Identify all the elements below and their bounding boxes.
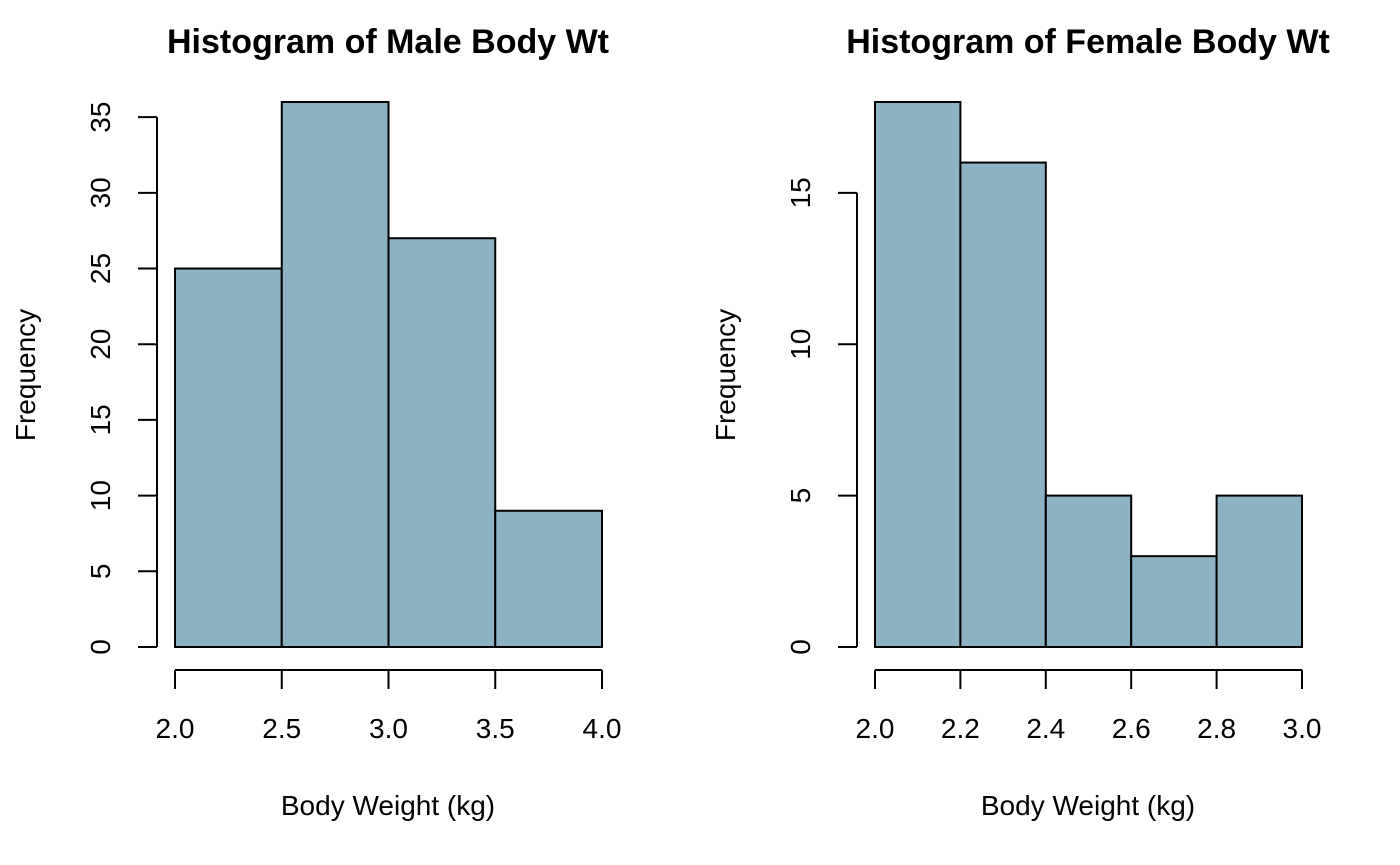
histogram-bar [959,161,1047,649]
histogram-bar [1130,555,1218,649]
y-tick-label: 30 [85,177,116,208]
y-axis-label: Frequency [710,309,741,441]
y-tick-label: 0 [85,639,116,655]
y-axis: 0 5 10 15 [785,177,858,655]
x-tick-label: 2.2 [941,713,980,744]
x-axis-label: Body Weight (kg) [981,790,1195,821]
female-histogram-panel: Histogram of Female Body Wt Body Weight … [710,23,1330,821]
histogram-bar [387,237,497,648]
bars [874,101,1303,649]
x-tick-label: 2.4 [1026,713,1065,744]
histogram-bar [1215,494,1303,648]
histogram-bar [874,101,962,648]
x-tick-label: 3.0 [1283,713,1322,744]
x-tick-label: 2.6 [1112,713,1151,744]
x-tick-label: 3.0 [369,713,408,744]
y-tick-label: 15 [785,177,816,208]
x-tick-label: 3.5 [476,713,515,744]
y-tick-label: 5 [85,564,116,580]
y-tick-label: 5 [785,488,816,504]
x-axis: 2.0 2.2 2.4 2.6 2.8 3.0 [856,669,1322,744]
x-tick-label: 2.8 [1197,713,1236,744]
histogram-bar [280,101,390,648]
male-histogram-panel: Histogram of Male Body Wt Body Weight (k… [10,23,621,821]
y-axis: 0 5 10 15 20 25 30 35 [85,102,158,655]
chart-title: Histogram of Female Body Wt [846,23,1330,61]
x-axis: 2.0 2.5 3.0 3.5 4.0 [156,669,622,744]
y-axis-label: Frequency [10,309,41,441]
y-tick-label: 15 [85,404,116,435]
y-tick-label: 0 [785,639,816,655]
x-axis-label: Body Weight (kg) [281,790,495,821]
x-tick-label: 4.0 [583,713,622,744]
y-tick-label: 35 [85,102,116,133]
x-tick-label: 2.5 [262,713,301,744]
histogram-bar [1044,494,1133,648]
y-tick-label: 25 [85,253,116,284]
y-tick-label: 10 [85,480,116,511]
bars [174,101,603,648]
histogram-bar [174,267,283,648]
x-tick-label: 2.0 [856,713,895,744]
histogram-bar [494,509,603,648]
x-tick-label: 2.0 [156,713,195,744]
y-tick-label: 20 [85,329,116,360]
y-tick-label: 10 [785,329,816,360]
chart-title: Histogram of Male Body Wt [167,23,609,61]
